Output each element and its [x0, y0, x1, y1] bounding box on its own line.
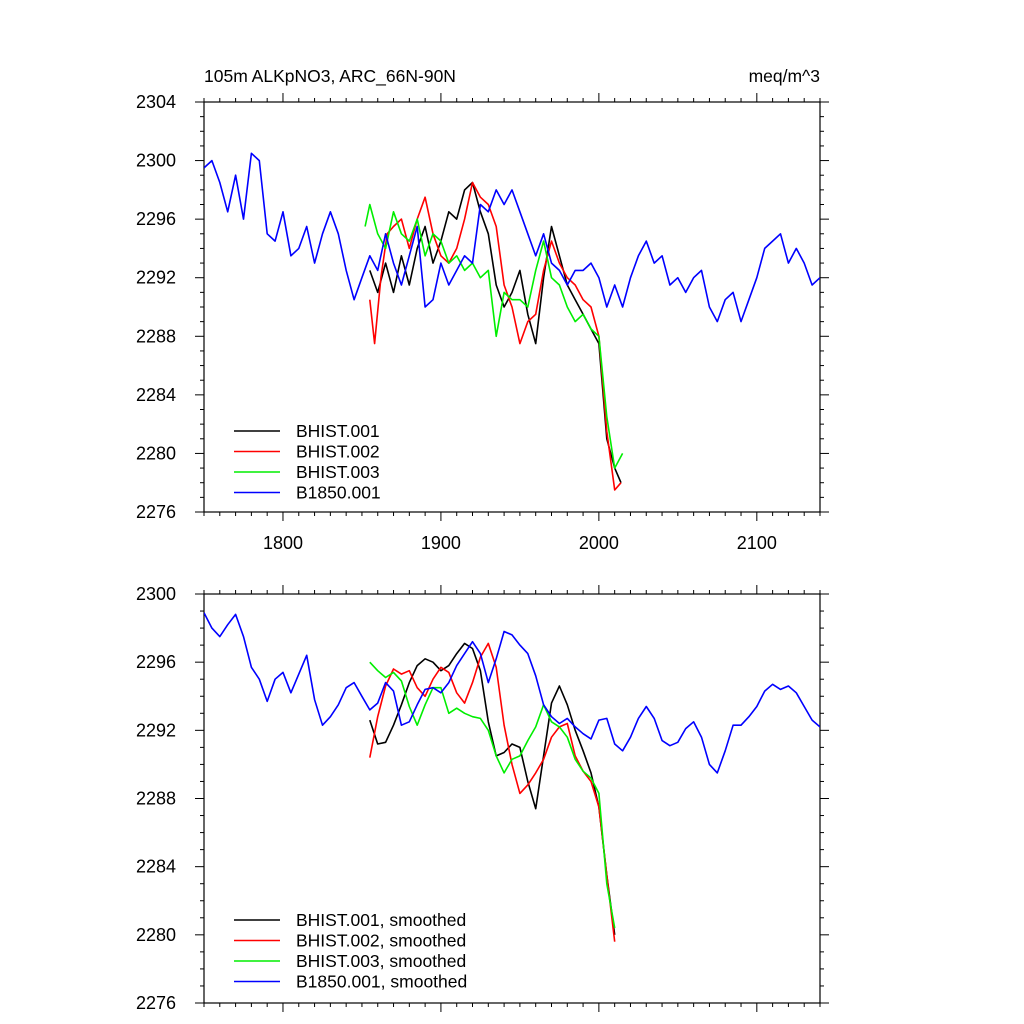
series-line-2 [369, 181, 622, 491]
series-line-2 [369, 642, 616, 942]
y-tick-label: 2280 [136, 925, 176, 945]
y-tick-label: 2276 [136, 993, 176, 1013]
y-tick-label: 2288 [136, 789, 176, 809]
y-tick-label: 2284 [136, 857, 176, 877]
series-group [204, 152, 820, 491]
y-tick-label: 2300 [136, 151, 176, 171]
x-tick-label: 1900 [421, 533, 461, 553]
legend-label-2: BHIST.002 [296, 442, 380, 462]
y-tick-label: 2284 [136, 385, 176, 405]
x-tick-label: 2100 [737, 533, 777, 553]
figure-title-left: 105m ALKpNO3, ARC_66N-90N [204, 66, 456, 87]
y-tick-label: 2276 [136, 502, 176, 522]
x-tick-label: 1800 [263, 533, 303, 553]
figure-title-right: meq/m^3 [749, 66, 820, 86]
legend-label-1: BHIST.001 [296, 421, 380, 441]
bottom-panel: 2276 2280 2284 2288 2292 2296 2300 BHIST.001, s… [136, 584, 829, 1013]
y-tick-label: 2296 [136, 652, 176, 672]
y-tick-label: 2292 [136, 268, 176, 288]
series-line-4 [204, 152, 820, 323]
legend-label-4: B1850.001 [296, 483, 381, 503]
legend-label-2: BHIST.002, smoothed [296, 931, 466, 951]
series-line-1 [369, 642, 616, 935]
legend-label-3: BHIST.003, smoothed [296, 951, 466, 971]
y-tick-label: 2288 [136, 326, 176, 346]
series-line-3 [364, 203, 624, 469]
top-panel: 1800 1900 2000 2100 2276 2280 2284 2288 2292 2296… [136, 92, 829, 553]
y-tick-label: 2304 [136, 92, 176, 112]
y-tick-label: 2280 [136, 443, 176, 463]
legend-label-1: BHIST.001, smoothed [296, 910, 466, 930]
legend-label-4: B1850.001, smoothed [296, 972, 467, 992]
y-tick-label: 2300 [136, 584, 176, 604]
x-tick-label: 2000 [579, 533, 619, 553]
y-tick-label: 2292 [136, 720, 176, 740]
series-line-3 [369, 661, 616, 929]
series-group [204, 612, 820, 942]
series-line-1 [369, 181, 622, 484]
series-line-4 [204, 612, 820, 774]
y-tick-label: 2296 [136, 209, 176, 229]
legend-label-3: BHIST.003 [296, 462, 380, 482]
